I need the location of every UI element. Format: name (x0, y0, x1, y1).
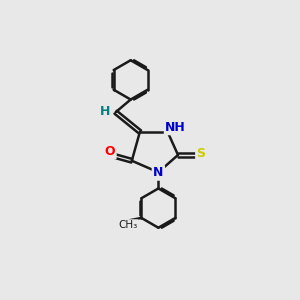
Text: N: N (153, 166, 164, 179)
Text: H: H (100, 105, 110, 118)
Text: CH₃: CH₃ (118, 220, 138, 230)
Text: O: O (104, 145, 115, 158)
Text: NH: NH (165, 121, 186, 134)
Text: S: S (196, 147, 206, 160)
